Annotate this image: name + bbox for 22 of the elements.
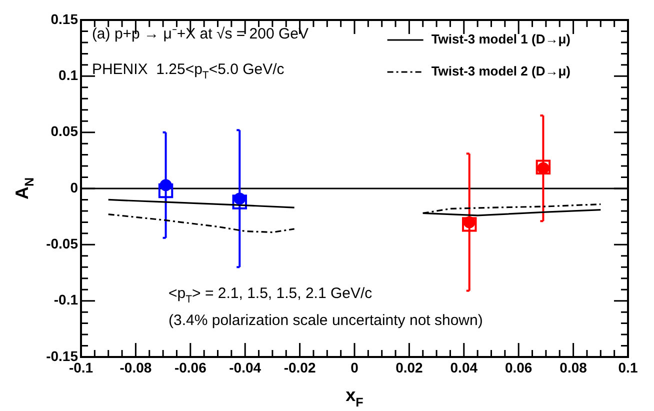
x-tick-label: 0 [350,359,359,376]
x-tick-label: 0.02 [396,359,424,376]
annotation: (a) p+p → μ⁻+X at √s = 200 GeV [92,26,309,43]
x-tick-label: -0.02 [284,359,316,376]
x-tick-label: 0.06 [504,359,532,376]
annotation: (3.4% polarization scale uncertainty not shown) [168,312,483,329]
legend-label: Twist-3 model 1 (D→μ) [431,32,570,47]
legend-label: Twist-3 model 2 (D→μ) [431,64,570,79]
y-tick-label: 0.1 [58,67,78,84]
y-tick-label: 0.15 [50,10,78,27]
y-tick-label: -0.05 [46,236,78,252]
x-tick-label: 0.04 [450,359,478,376]
y-axis-title: AN [12,177,36,200]
y-tick-label: 0 [70,179,78,196]
y-tick-label: -0.1 [54,292,78,308]
x-tick-label: -0.04 [229,359,262,376]
y-tick-label: -0.15 [46,348,78,364]
x-tick-label: 0.08 [560,359,588,376]
y-tick-label: 0.05 [50,123,78,140]
x-tick-label: 0.1 [618,359,638,376]
x-tick-label: -0.08 [120,359,152,376]
x-tick-label: -0.06 [174,359,207,376]
